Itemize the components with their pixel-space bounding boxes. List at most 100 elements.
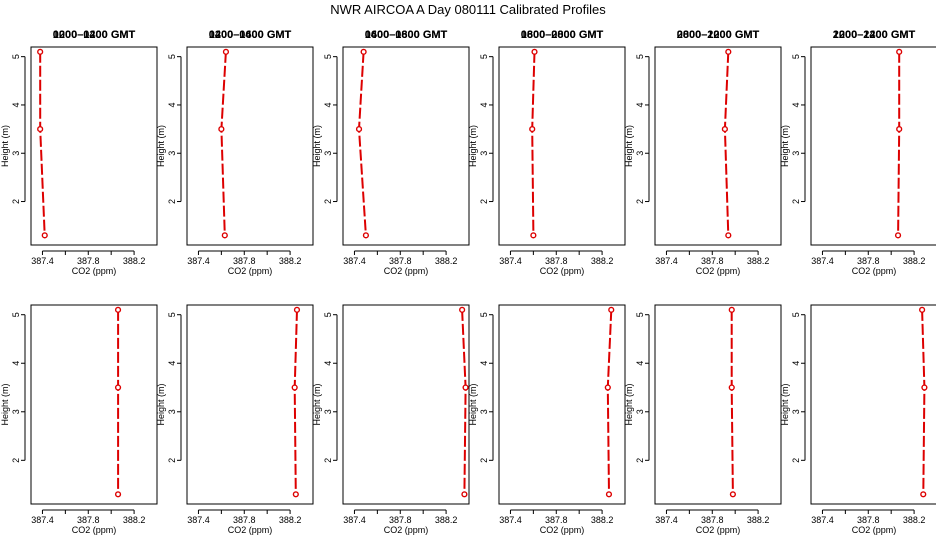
- y-tick-label: 5: [167, 312, 177, 317]
- x-tick-label: 388.2: [435, 515, 458, 525]
- panel-title: 1200–1400 GMT: [53, 29, 136, 41]
- y-tick-label: 3: [479, 151, 489, 156]
- data-point: [462, 384, 469, 391]
- panel-title: 0400–0600 GMT: [365, 29, 448, 41]
- x-tick-label: 387.4: [499, 256, 522, 266]
- data-point: [459, 306, 466, 313]
- panel-grid: 0000–0200 GMT 387.4 387.8 388.2 CO2 (ppm) 2 3 4…: [0, 29, 936, 535]
- x-axis-label: CO2 (ppm): [696, 266, 741, 276]
- plot-frame: [342, 304, 470, 505]
- y-tick-label: 4: [479, 102, 489, 107]
- x-axis-label: CO2 (ppm): [384, 525, 429, 535]
- x-tick-label: 387.4: [31, 515, 54, 525]
- data-point: [894, 232, 902, 239]
- chart-panel: 1000–1200 GMT 387.4 387.8 388.2 CO2 (ppm) 2 3 4…: [780, 29, 936, 276]
- data-point: [114, 306, 122, 313]
- data-point: [529, 125, 536, 133]
- profile-line: [220, 51, 227, 236]
- chart-panel: 1800–2000 GMT 387.4 387.8 388.2 CO2 (ppm) 2 3 4…: [468, 29, 626, 535]
- plot-frame: [30, 46, 158, 246]
- y-tick-label: 5: [323, 312, 333, 317]
- y-axis-label: Height (m): [156, 125, 166, 167]
- chart-panel: 0600–0800 GMT 387.4 387.8 388.2 CO2 (ppm) 2 3 4…: [468, 29, 626, 276]
- chart-panel: 1200–1400 GMT 387.4 387.8 388.2 CO2 (ppm) 2 3 4…: [0, 29, 158, 535]
- y-tick-label: 2: [791, 458, 801, 463]
- y-tick-label: 3: [791, 409, 801, 414]
- x-tick-label: 387.4: [187, 256, 210, 266]
- data-point: [114, 384, 122, 391]
- y-tick-label: 5: [167, 54, 177, 59]
- panel-title: 0800–1000 GMT: [677, 29, 760, 41]
- y-tick-label: 4: [635, 361, 645, 366]
- data-point: [360, 48, 367, 55]
- y-tick-label: 4: [167, 102, 177, 107]
- y-tick-label: 3: [11, 151, 21, 156]
- y-tick-label: 5: [323, 54, 333, 59]
- y-axis-label: Height (m): [468, 125, 478, 167]
- data-point: [728, 384, 735, 391]
- data-point: [919, 306, 926, 313]
- y-tick-label: 5: [479, 54, 489, 59]
- data-point: [362, 232, 370, 239]
- x-tick-label: 387.4: [811, 515, 834, 525]
- panel-title: 0000–0200 GMT: [53, 29, 136, 41]
- plot-frame: [810, 304, 936, 505]
- data-point: [461, 491, 468, 498]
- data-point: [896, 48, 903, 55]
- x-tick-label: 387.8: [701, 256, 724, 266]
- panel-title: 1600–1800 GMT: [365, 29, 448, 41]
- data-point: [530, 232, 537, 239]
- profile-line: [461, 309, 467, 495]
- x-tick-label: 387.8: [701, 515, 724, 525]
- x-tick-label: 388.2: [903, 256, 926, 266]
- x-tick-label: 387.4: [499, 515, 522, 525]
- y-tick-label: 5: [11, 312, 21, 317]
- y-axis-label: Height (m): [624, 383, 634, 425]
- y-tick-label: 4: [791, 361, 801, 366]
- y-tick-label: 2: [167, 458, 177, 463]
- chart-panel: 0200–0400 GMT 387.4 387.8 388.2 CO2 (ppm) 2 3 4…: [156, 29, 314, 276]
- x-axis-label: CO2 (ppm): [384, 266, 429, 276]
- data-point: [531, 48, 538, 55]
- y-axis-label: Height (m): [780, 125, 790, 167]
- data-point: [608, 306, 615, 313]
- y-tick-label: 5: [479, 312, 489, 317]
- y-tick-label: 5: [791, 54, 801, 59]
- y-axis-label: Height (m): [780, 383, 790, 425]
- y-tick-label: 3: [167, 151, 177, 156]
- profile-line: [39, 51, 46, 236]
- x-tick-label: 387.4: [343, 515, 366, 525]
- x-tick-label: 388.2: [591, 515, 614, 525]
- x-tick-label: 387.8: [545, 515, 568, 525]
- x-tick-label: 387.8: [233, 256, 256, 266]
- chart-panel: 0000–0200 GMT 387.4 387.8 388.2 CO2 (ppm) 2 3 4…: [0, 29, 158, 276]
- y-tick-label: 4: [323, 102, 333, 107]
- x-axis-label: CO2 (ppm): [228, 266, 273, 276]
- panel-title: 2200–2400 GMT: [833, 29, 916, 41]
- plot-frame: [654, 46, 782, 246]
- y-tick-label: 3: [11, 409, 21, 414]
- plot-frame: [186, 46, 314, 246]
- profile-line: [897, 51, 901, 236]
- panel-title: 2000–2200 GMT: [677, 29, 760, 41]
- plot-frame: [498, 304, 626, 505]
- data-point: [293, 306, 301, 313]
- y-axis-label: Height (m): [312, 125, 322, 167]
- y-tick-label: 4: [479, 361, 489, 366]
- x-axis-label: CO2 (ppm): [540, 266, 585, 276]
- y-tick-label: 2: [167, 199, 177, 204]
- profile-line: [723, 51, 730, 236]
- x-tick-label: 388.2: [123, 515, 146, 525]
- chart-panel: 2200–2400 GMT 387.4 387.8 388.2 CO2 (ppm) 2 3 4…: [780, 29, 936, 535]
- data-point: [604, 384, 611, 391]
- data-point: [725, 232, 732, 239]
- chart-panel: 0800–1000 GMT 387.4 387.8 388.2 CO2 (ppm) 2 3 4…: [624, 29, 782, 276]
- x-tick-label: 388.2: [903, 515, 926, 525]
- y-tick-label: 5: [635, 54, 645, 59]
- y-tick-label: 3: [635, 409, 645, 414]
- profile-line: [921, 309, 926, 495]
- y-tick-label: 5: [635, 312, 645, 317]
- x-tick-label: 387.8: [545, 256, 568, 266]
- y-tick-label: 5: [11, 54, 21, 59]
- y-tick-label: 4: [167, 361, 177, 366]
